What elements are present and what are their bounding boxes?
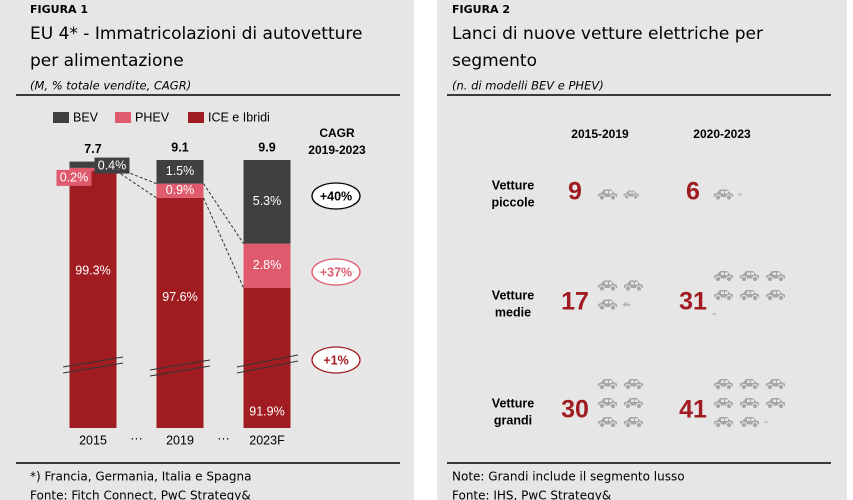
axis-break — [236, 354, 299, 368]
column-header: 2015-2019 — [571, 127, 629, 141]
legend-swatch — [53, 112, 69, 123]
bar-segment — [243, 243, 291, 288]
label-box — [56, 169, 92, 186]
chart-title: per alimentazione — [30, 51, 184, 71]
category-gap: ··· — [130, 431, 143, 445]
cagr-oval — [311, 346, 361, 374]
figure-label: FIGURA 2 — [452, 3, 510, 16]
total-label: 7.7 — [84, 142, 101, 156]
row-label: grandi — [494, 413, 532, 427]
bar-segment — [156, 197, 204, 428]
value-label: 41 — [679, 396, 707, 424]
legend-label: ICE e Ibridi — [208, 110, 270, 124]
chart-title: EU 4* - Immatricolazioni di autovetture — [30, 24, 363, 44]
figure-label: FIGURA 1 — [30, 3, 88, 16]
axis-break — [62, 362, 124, 374]
legend-label: BEV — [73, 110, 99, 124]
row-label: Vetture — [492, 178, 534, 192]
axis-break — [149, 365, 211, 377]
panel — [0, 0, 414, 500]
chart-title: Lanci di nuove vetture elettriche per — [452, 24, 763, 44]
row-label: piccole — [491, 195, 534, 209]
footnote: *) Francia, Germania, Italia e Spagna — [30, 470, 252, 484]
legend-swatch — [188, 112, 204, 123]
row-label: medie — [495, 305, 531, 319]
label-box — [94, 157, 130, 174]
cagr-label: +37% — [320, 265, 352, 279]
value-label: 2.8% — [253, 258, 282, 272]
bar-segment — [69, 167, 117, 172]
value-label: 97.6% — [162, 290, 197, 304]
value-label: 31 — [679, 288, 707, 316]
x-tick-label: 2023F — [249, 433, 285, 447]
value-label: 0.9% — [166, 183, 195, 197]
value-label: 1.5% — [166, 164, 195, 178]
footnote: Fonte: Fitch Connect, PwC Strategy& — [30, 489, 251, 500]
row-label: Vetture — [492, 288, 534, 302]
value-label: 0.2% — [60, 171, 89, 185]
legend-swatch — [115, 112, 131, 123]
bar-segment — [69, 171, 117, 429]
chart-subtitle: (n. di modelli BEV e PHEV) — [452, 79, 604, 93]
column-header: 2020-2023 — [693, 127, 751, 141]
cagr-oval — [311, 258, 361, 286]
chart-subtitle: (M, % totale vendite, CAGR) — [30, 79, 191, 93]
row-label: Vetture — [492, 396, 534, 410]
value-label: 5.3% — [253, 194, 282, 208]
connector — [203, 197, 244, 288]
category-gap: ··· — [217, 431, 230, 445]
value-label: 17 — [561, 288, 589, 316]
cagr-oval — [311, 182, 361, 210]
legend-label: PHEV — [135, 110, 170, 124]
value-label: 99.3% — [75, 263, 110, 277]
connector — [116, 167, 157, 185]
cagr-label: +40% — [320, 189, 352, 203]
cagr-title: CAGR — [319, 126, 355, 140]
value-label: 9 — [568, 178, 582, 206]
connector — [116, 170, 157, 199]
x-tick-label: 2019 — [166, 433, 194, 447]
cagr-title: 2019-2023 — [308, 143, 366, 157]
axis-break — [62, 356, 124, 368]
footnote: Note: Grandi include il segmento lusso — [452, 470, 685, 484]
bar-segment — [243, 160, 291, 244]
chart-title: segmento — [452, 51, 537, 71]
value-label: 91.9% — [249, 404, 284, 418]
axis-break — [236, 360, 299, 374]
value-label: 6 — [686, 178, 700, 206]
bar-segment — [69, 161, 117, 168]
x-tick-label: 2015 — [79, 433, 107, 447]
axis-break — [149, 359, 211, 371]
bar-segment — [156, 183, 204, 198]
value-label: 30 — [561, 396, 589, 424]
connector — [203, 183, 244, 244]
total-label: 9.1 — [171, 140, 188, 154]
total-label: 9.9 — [258, 140, 275, 154]
bar-segment — [156, 160, 204, 184]
cagr-label: +1% — [323, 353, 348, 367]
panel — [437, 0, 847, 500]
footnote: Fonte: IHS, PwC Strategy& — [452, 489, 611, 500]
